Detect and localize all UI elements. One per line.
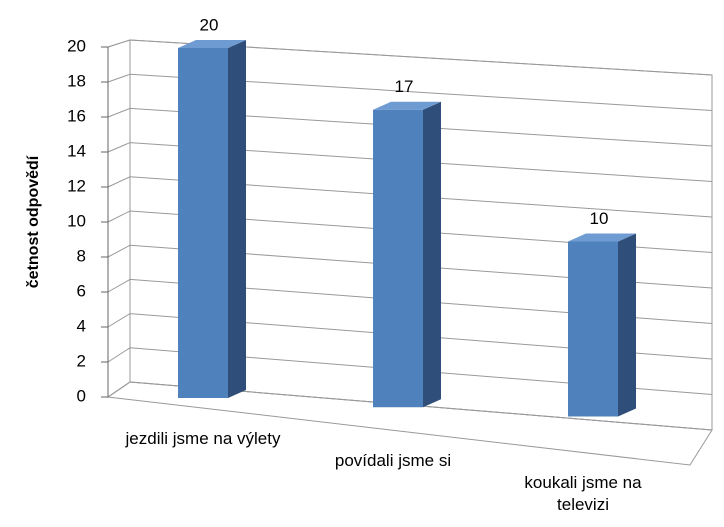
bar-face xyxy=(568,241,618,417)
y-tick-label: 10 xyxy=(67,211,86,230)
grid-line xyxy=(107,278,713,324)
bar-face xyxy=(423,101,441,408)
bar-face xyxy=(568,233,636,242)
y-tick-label: 4 xyxy=(77,316,86,335)
y-tick-label: 6 xyxy=(77,281,86,300)
y-axis-label: četnost odpovědí xyxy=(25,155,42,288)
grid-line xyxy=(107,73,713,111)
grid-line xyxy=(107,39,713,76)
y-tick-label: 12 xyxy=(67,176,86,195)
grid-line xyxy=(107,313,713,360)
x-tick-label: povídali jsme si xyxy=(334,451,452,470)
data-label: 10 xyxy=(590,209,609,228)
bar xyxy=(568,233,636,417)
grid-line xyxy=(107,142,713,182)
bar xyxy=(373,101,441,408)
x-tick-label: koukali jsme na televizi xyxy=(524,473,642,514)
grid-line xyxy=(107,347,713,395)
data-label: 17 xyxy=(395,77,414,96)
grid-line xyxy=(107,244,713,289)
bar-face xyxy=(373,109,423,408)
y-tick-label: 14 xyxy=(67,141,86,160)
data-label: 20 xyxy=(200,15,219,34)
x-tick-label: jezdili jsme na výlety xyxy=(125,429,281,448)
bar-face xyxy=(178,48,228,398)
y-tick-label: 8 xyxy=(77,246,86,265)
y-tick-label: 18 xyxy=(67,71,86,90)
side-wall xyxy=(107,39,131,398)
bar-face xyxy=(178,40,246,48)
grid-line xyxy=(107,210,713,253)
bar-face xyxy=(618,233,636,417)
bar-face xyxy=(228,40,246,398)
grid-line xyxy=(107,381,713,431)
grid-line xyxy=(107,107,713,147)
y-tick-label: 0 xyxy=(77,386,86,405)
y-tick-label: 2 xyxy=(77,351,86,370)
grid-line xyxy=(107,176,713,218)
bar xyxy=(178,40,246,398)
y-tick-label: 16 xyxy=(67,106,86,125)
y-tick-label: 20 xyxy=(67,36,86,55)
bar-face xyxy=(373,101,441,110)
